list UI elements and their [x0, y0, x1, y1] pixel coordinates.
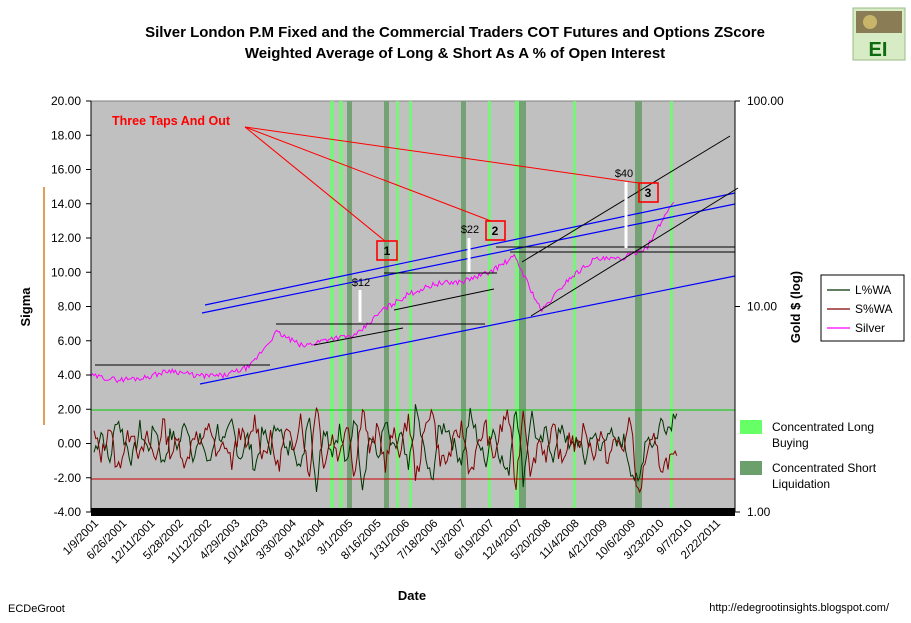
right-axis-ticks: 100.00 10.00 1.00: [735, 94, 784, 519]
y-tick-label: 10.00: [51, 265, 81, 279]
tap-box-2: [485, 220, 506, 241]
y2-tick-label: 1.00: [747, 505, 771, 519]
legend-series: L%WA S%WA Silver: [820, 274, 905, 342]
legend-shading: Concentrated Long Buying Concentrated Sh…: [740, 420, 877, 491]
legend-box: [820, 274, 905, 342]
legend-swatch-short-liquidation: [740, 461, 762, 475]
tap-line-3: [244, 126, 640, 184]
three-taps-callout: Three Taps And Out 1 2 3: [112, 114, 659, 261]
trend-lines: [95, 135, 739, 385]
y2-tick-label: 10.00: [747, 300, 777, 314]
annot-22: $22: [461, 224, 479, 236]
shade-long-buying: [573, 101, 576, 512]
three-taps-label: Three Taps And Out: [112, 114, 231, 128]
x-axis-label: Date: [398, 588, 426, 603]
series-layer: [90, 201, 678, 494]
y-tick-label: 0.00: [58, 437, 82, 451]
shade-long-buying: [515, 101, 519, 512]
y-tick-label: 6.00: [58, 334, 82, 348]
legend-short-line2: Liquidation: [772, 477, 830, 491]
series-line-lpctwa: [93, 404, 678, 492]
chart-title: Silver London P.M Fixed and the Commerci…: [145, 24, 765, 41]
y-tick-label: 14.00: [51, 197, 81, 211]
shade-long-buying: [339, 101, 343, 512]
shade-long-buying: [670, 101, 673, 512]
annot-40: $40: [615, 168, 633, 180]
shade-long-buying: [330, 101, 334, 512]
y-tick-label: -2.00: [54, 471, 82, 485]
shade-short-liquidation: [347, 101, 352, 512]
left-axis-ticks: 20.00 18.00 16.00 14.00 12.00 10.00 8.00 6.00 4.…: [51, 94, 91, 519]
shade-short-liquidation: [635, 101, 642, 512]
y-tick-label: 4.00: [58, 368, 82, 382]
shade-short-liquidation: [519, 101, 526, 512]
blue-trend-lower: [199, 275, 736, 385]
chart-subtitle: Weighted Average of Long & Short As A % …: [245, 45, 665, 62]
y-tick-label: 12.00: [51, 231, 81, 245]
legend-swatch-long-buying: [740, 420, 762, 434]
shade-short-liquidation: [384, 101, 389, 512]
move-markers: [358, 182, 628, 322]
channel-2006: [393, 288, 495, 311]
y-axis-label: Sigma: [18, 287, 33, 327]
channel-bottom-2009: [530, 187, 739, 317]
legend-label-silver: Silver: [855, 321, 885, 335]
y-tick-label: 2.00: [58, 402, 82, 416]
footer-author: ECDeGroot: [8, 603, 65, 615]
tap-line-1: [244, 126, 386, 242]
annot-12: $12: [352, 277, 370, 289]
shade-long-buying: [488, 101, 491, 512]
logo-text: EI: [869, 39, 888, 61]
y-tick-label: -4.00: [54, 505, 82, 519]
y-tick-label: 8.00: [58, 300, 82, 314]
legend-long-line1: Concentrated Long: [772, 420, 874, 434]
tap-label-2: 2: [492, 224, 499, 238]
tap-line-2: [244, 126, 492, 222]
tap-label-3: 3: [645, 186, 652, 200]
shade-bands: [330, 101, 673, 512]
y-tick-label: 16.00: [51, 163, 81, 177]
shade-long-buying: [396, 101, 399, 512]
y2-axis-label: Gold $ (log): [788, 271, 803, 343]
logo-photo: [856, 11, 902, 33]
series-line-silver: [90, 201, 675, 384]
tap-label-1: 1: [384, 244, 391, 258]
y-tick-label: 18.00: [51, 128, 81, 142]
logo-coin: [863, 15, 877, 29]
series-line-spctwa: [93, 407, 678, 494]
y-tick-label: 20.00: [51, 94, 81, 108]
tap-box-3: [638, 182, 659, 203]
x-axis-dense-ticks: [91, 508, 735, 516]
y2-tick-label: 100.00: [747, 94, 784, 108]
tap-box-1: [376, 240, 398, 261]
footer-url: http://edegrootinsights.blogspot.com/: [709, 602, 890, 614]
shade-short-liquidation: [461, 101, 466, 512]
channel-2005: [313, 327, 404, 346]
logo: EI: [852, 7, 906, 61]
x-axis-ticks: 1/9/20016/26/200112/11/20015/28/200211/1…: [61, 517, 723, 567]
legend-label-swa: S%WA: [855, 302, 893, 316]
legend-label-lwa: L%WA: [855, 283, 891, 297]
legend-long-line2: Buying: [772, 436, 809, 450]
legend-short-line1: Concentrated Short: [772, 461, 877, 475]
